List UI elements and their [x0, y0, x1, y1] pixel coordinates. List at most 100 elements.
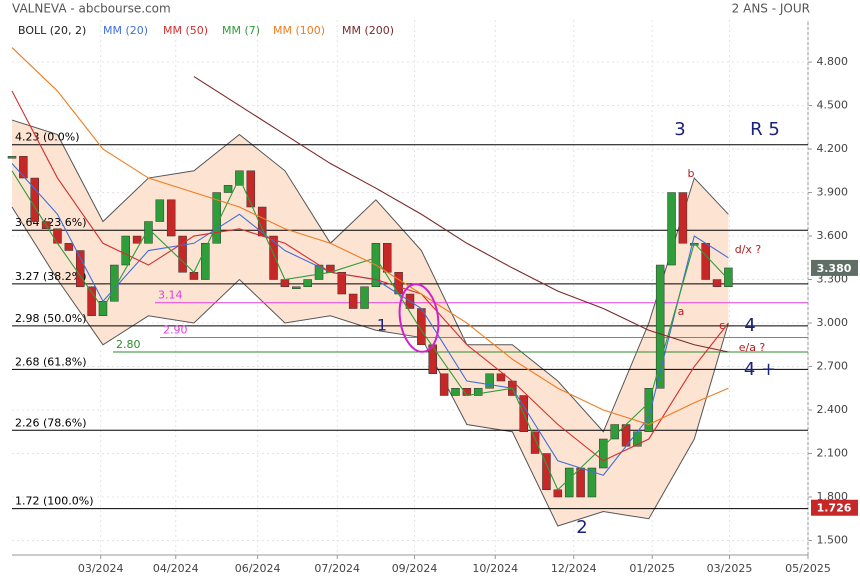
ma-line	[11, 47, 729, 426]
highlight-ellipse	[398, 283, 440, 353]
candle	[644, 388, 654, 433]
candle	[530, 431, 540, 454]
y-tick-label: 3.900	[817, 186, 849, 199]
level-label: 2.68 (61.8%)	[15, 355, 87, 368]
legend-entry: MM (100)	[273, 24, 325, 37]
level-label: 4.23 (0.0%)	[15, 131, 80, 144]
annotation: e/a ?	[739, 341, 766, 354]
price-tag	[811, 499, 858, 516]
candle	[451, 388, 460, 396]
legend-entry: MM (7)	[222, 24, 260, 37]
level-label: 3.27 (38.2%)	[15, 270, 87, 283]
ma-line	[11, 90, 729, 462]
candle	[599, 438, 608, 469]
candle	[564, 467, 574, 498]
price-tag	[811, 259, 858, 276]
candle	[348, 293, 358, 309]
legend-entry: MM (50)	[163, 24, 208, 37]
band-line	[11, 119, 729, 433]
legend-entry: MM (200)	[342, 24, 394, 37]
y-tick-label: 3.600	[817, 229, 849, 242]
annotation: 4	[744, 315, 755, 336]
candle	[223, 185, 233, 193]
candle	[121, 235, 130, 266]
candle	[53, 228, 62, 244]
y-tick-label: 1.500	[817, 534, 849, 547]
level-label: 3.64 (23.6%)	[15, 216, 87, 229]
annotation: 3	[674, 119, 685, 140]
candle	[75, 250, 85, 288]
candle	[292, 286, 301, 290]
legend-entry: BOLL (20, 2)	[18, 24, 86, 37]
x-tick-label: 09/2024	[392, 562, 438, 575]
candle	[394, 272, 403, 295]
candle	[201, 243, 210, 280]
candle	[576, 467, 585, 498]
candle	[553, 489, 563, 498]
annotation: d/x ?	[735, 243, 762, 256]
candle	[178, 235, 187, 273]
candle	[7, 156, 17, 159]
annotation: R 5	[750, 119, 780, 140]
candle	[303, 279, 312, 288]
candle	[383, 243, 392, 273]
candle	[189, 272, 199, 280]
candle	[724, 267, 733, 288]
candle	[64, 243, 74, 251]
candle	[496, 373, 506, 382]
candle	[166, 199, 176, 237]
y-tick-label: 4.500	[817, 99, 849, 112]
candle	[587, 467, 597, 498]
annotation: 4 +	[744, 359, 776, 380]
price-tag-label: 1.726	[817, 502, 852, 515]
candle	[337, 272, 347, 295]
candle	[269, 235, 278, 280]
annotation: b	[688, 167, 695, 180]
candle	[280, 279, 290, 288]
x-tick-label: 07/2024	[314, 562, 360, 575]
annotation: c	[719, 319, 725, 332]
level-label: 1.72 (100.0%)	[15, 495, 94, 508]
annotation: 2	[576, 517, 587, 538]
x-tick-label: 05/2025	[785, 562, 831, 575]
candle	[360, 286, 369, 309]
x-tick-label: 03/2024	[78, 562, 124, 575]
price-tag-label: 3.380	[817, 262, 852, 275]
candle	[246, 170, 256, 208]
candle	[132, 235, 142, 244]
ma-line	[11, 170, 729, 491]
annotation: 1	[377, 316, 387, 335]
level-label: 2.80	[116, 338, 141, 351]
candle	[110, 264, 119, 302]
x-tick-label: 03/2025	[707, 562, 753, 575]
candle	[30, 177, 39, 222]
level-label: 2.98 (50.0%)	[15, 312, 87, 325]
level-label: 3.14	[158, 289, 183, 302]
candle	[485, 373, 494, 389]
x-tick-label: 04/2024	[153, 562, 199, 575]
y-tick-label: 4.200	[817, 142, 849, 155]
candle	[19, 156, 28, 179]
candle	[701, 243, 710, 280]
candle	[610, 424, 619, 440]
x-tick-label: 12/2024	[551, 562, 597, 575]
candle	[439, 373, 449, 396]
chart-title: VALNEVA - abcbourse.com	[12, 2, 171, 16]
candle	[542, 453, 551, 491]
x-tick-label: 01/2025	[629, 562, 675, 575]
ma-line	[193, 76, 729, 353]
level-label: 2.26 (78.6%)	[15, 416, 87, 429]
y-tick-label: 2.100	[817, 447, 849, 460]
candle	[712, 279, 722, 288]
candle	[655, 264, 665, 389]
candle	[87, 286, 96, 317]
candle	[473, 388, 483, 396]
level-label: 2.90	[163, 324, 188, 337]
y-tick-label: 3.000	[817, 316, 849, 329]
legend-entry: MM (20)	[103, 24, 148, 37]
candle	[667, 192, 676, 266]
y-tick-label: 2.700	[817, 360, 849, 373]
y-tick-label: 4.800	[817, 55, 849, 68]
annotation: a	[678, 305, 685, 318]
